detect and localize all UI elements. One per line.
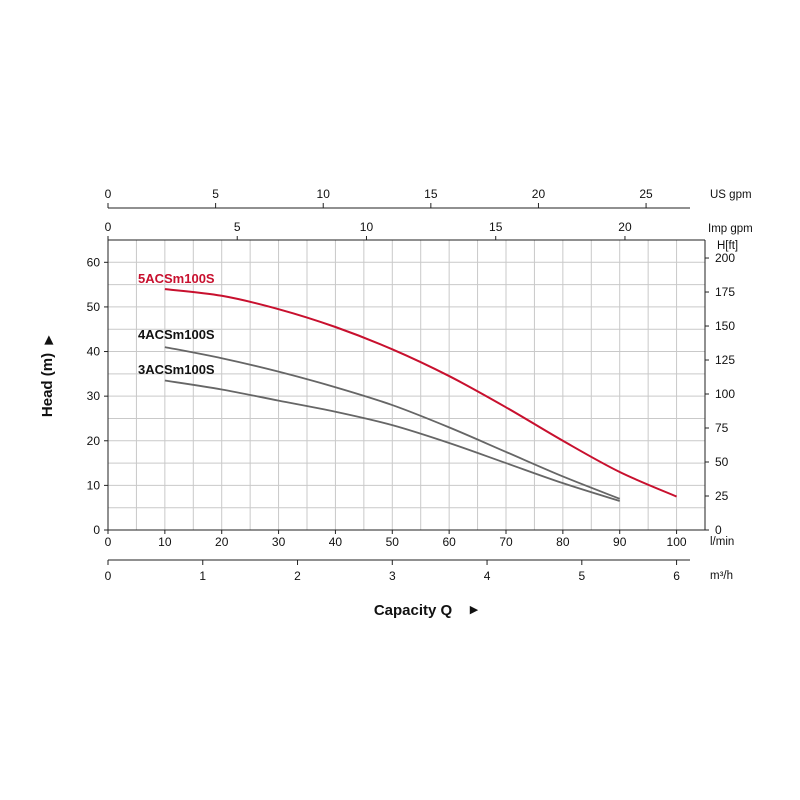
y-tick-label: 50 [87, 300, 101, 314]
x-tick-label: 40 [329, 535, 343, 549]
m3h-tick-label: 3 [389, 569, 396, 583]
hft-unit: H[ft] [717, 240, 738, 252]
m3h-unit: m³/h [710, 570, 733, 582]
imp-gpm-unit: Imp gpm [708, 223, 753, 235]
hft-tick-label: 200 [715, 251, 735, 265]
m3h-tick-label: 4 [484, 569, 491, 583]
x-tick-label: 30 [272, 535, 286, 549]
us-gpm-tick-label: 5 [212, 187, 219, 201]
x-tick-label: 70 [499, 535, 513, 549]
imp-gpm-tick-label: 0 [105, 220, 112, 234]
x-tick-label: 20 [215, 535, 229, 549]
m3h-tick-label: 1 [199, 569, 206, 583]
us-gpm-tick-label: 10 [317, 187, 331, 201]
imp-gpm-tick-label: 10 [360, 220, 374, 234]
m3h-tick-label: 6 [673, 569, 680, 583]
y-tick-label: 30 [87, 389, 101, 403]
x-tick-label: 100 [667, 535, 687, 549]
curve-5acsm100s [164, 288, 677, 498]
m3h-tick-label: 5 [578, 569, 585, 583]
y-tick-label: 0 [93, 523, 100, 537]
curve-3acsm100s [164, 379, 620, 502]
x-tick-label: 50 [386, 535, 400, 549]
imp-gpm-tick-label: 5 [234, 220, 241, 234]
series-label-5acsm100s: 5ACSm100S [138, 271, 215, 286]
us-gpm-tick-label: 0 [105, 187, 112, 201]
lmin-unit: l/min [710, 536, 734, 548]
hft-tick-label: 175 [715, 285, 735, 299]
imp-gpm-tick-label: 15 [489, 220, 503, 234]
series-label-3acsm100s: 3ACSm100S [138, 362, 215, 377]
imp-gpm-tick-label: 20 [618, 220, 632, 234]
xlabel-arrow: ▶ [470, 604, 479, 616]
y-tick-label: 20 [87, 434, 101, 448]
y-tick-label: 40 [87, 345, 101, 359]
x-tick-label: 10 [158, 535, 172, 549]
curve-4acsm100s [164, 346, 621, 500]
us-gpm-tick-label: 25 [639, 187, 653, 201]
us-gpm-tick-label: 15 [424, 187, 438, 201]
hft-tick-label: 125 [715, 353, 735, 367]
hft-tick-label: 50 [715, 455, 729, 469]
hft-tick-label: 150 [715, 319, 735, 333]
performance-curves [164, 288, 677, 502]
ylabel-arrow: ▶ [41, 335, 55, 345]
x-tick-label: 90 [613, 535, 627, 549]
x-tick-label: 0 [105, 535, 112, 549]
hft-tick-label: 75 [715, 421, 729, 435]
us-gpm-unit: US gpm [710, 189, 752, 201]
ylabel: Head (m) [39, 353, 56, 417]
hft-tick-label: 0 [715, 523, 722, 537]
x-tick-label: 80 [556, 535, 570, 549]
m3h-tick-label: 2 [294, 569, 301, 583]
x-tick-label: 60 [442, 535, 456, 549]
m3h-tick-label: 0 [105, 569, 112, 583]
xlabel: Capacity Q [374, 602, 453, 619]
us-gpm-tick-label: 20 [532, 187, 546, 201]
hft-tick-label: 100 [715, 387, 735, 401]
y-tick-label: 60 [87, 255, 101, 269]
series-label-4acsm100s: 4ACSm100S [138, 327, 215, 342]
hft-tick-label: 25 [715, 489, 729, 503]
y-tick-label: 10 [87, 478, 101, 492]
